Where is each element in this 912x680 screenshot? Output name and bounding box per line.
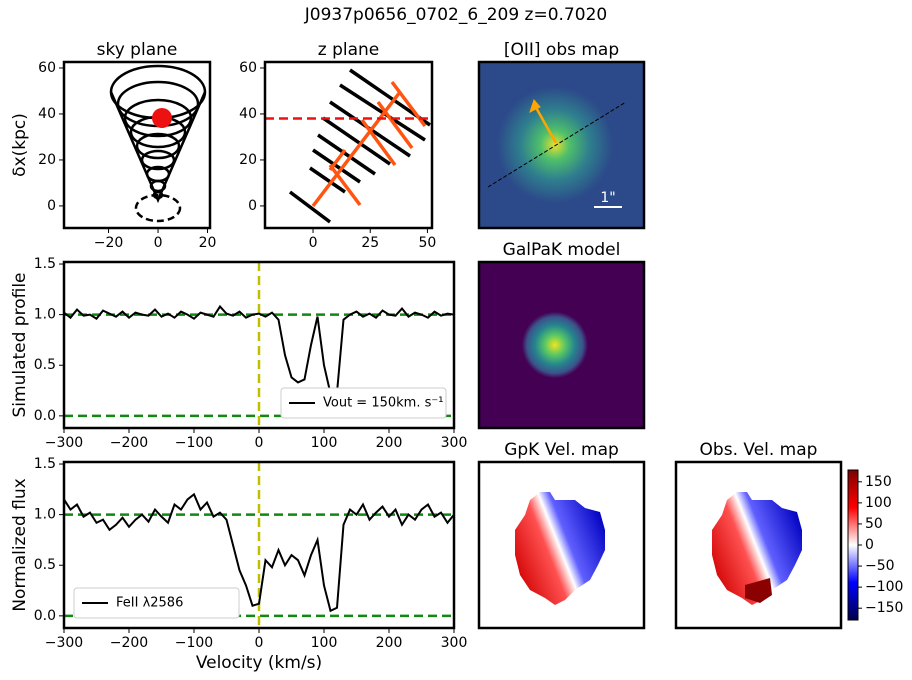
y-tick-label: 1.0 [34,507,56,523]
decorations [109,62,859,621]
panel-title: z plane [318,40,380,60]
y-axis-label: Normalized flux [10,478,30,611]
panel-frame [62,60,212,230]
y-tick-label: 40 [239,106,257,122]
x-tick-label: 20 [199,235,217,251]
y-tick-label: 40 [38,106,56,122]
y-tick-label: 60 [38,60,56,76]
y-tick-label: 0.5 [34,357,56,373]
panel-frame [62,460,456,630]
panel-frame [477,460,646,630]
y-tick-label: 0.0 [34,408,56,424]
x-tick-label: −20 [94,235,124,251]
x-tick-label: 0 [309,235,318,251]
x-tick-label: −300 [45,635,83,651]
panel-title: GpK Vel. map [504,440,619,460]
x-tick-label: −200 [110,435,148,451]
x-tick-label: 0 [255,635,264,651]
panel-title: [OII] obs map [504,40,619,60]
figure-title: J0937p0656_0702_6_209 z=0.7020 [304,5,607,25]
y-tick-label: 1.5 [34,256,56,272]
colorbar-tick-label: 100 [865,495,892,511]
colorbar-tick-label: −50 [865,558,895,574]
y-tick-label: 0 [47,198,56,214]
x-tick-label: 300 [441,635,468,651]
x-tick-label: 0 [255,435,264,451]
panel-frame [477,260,646,430]
legend-box [73,587,240,619]
panel-title: GalPaK model [503,240,621,260]
legend-label: Vout = 150km. s⁻¹ [323,396,443,411]
colorbar-tick-label: 50 [865,516,883,532]
y-tick-label: 0 [248,198,257,214]
panel-title: sky plane [97,40,178,60]
series-line [63,304,455,395]
x-tick-label: 100 [311,435,338,451]
x-tick-label: −100 [175,635,213,651]
legend-label: FeII λ2586 [116,596,183,611]
colorbar-tick-label: 150 [865,474,892,490]
panel-frame [263,60,434,230]
x-tick-label: 200 [376,635,403,651]
series-line [63,492,455,613]
panel-frame [674,460,843,630]
x-axis-label: Velocity (km/s) [196,653,322,673]
y-tick-label: 1.5 [34,456,56,472]
x-tick-label: 50 [419,235,437,251]
y-tick-label: 20 [38,152,56,168]
panel-frame [477,60,646,230]
x-tick-label: −300 [45,435,83,451]
legend-box [280,387,447,419]
y-tick-label: 60 [239,60,257,76]
y-axis-label: Simulated profile [10,272,30,417]
x-tick-label: 0 [154,235,163,251]
y-tick-label: 0.5 [34,557,56,573]
colorbar-tick-label: −150 [865,600,903,616]
colorbar-tick-label: 0 [865,537,874,553]
colorbar-tick-label: −100 [865,579,903,595]
y-tick-label: 0.0 [34,608,56,624]
x-tick-label: 100 [311,635,338,651]
x-tick-label: 200 [376,435,403,451]
x-tick-label: −200 [110,635,148,651]
y-axis-label: δx(kpc) [10,113,30,177]
panel-title: Obs. Vel. map [700,440,818,460]
panel-frame [62,260,456,430]
x-tick-label: −100 [175,435,213,451]
x-tick-label: 300 [441,435,468,451]
y-tick-label: 20 [239,152,257,168]
scale-label: 1" [600,190,615,206]
x-tick-label: 25 [361,235,379,251]
y-tick-label: 1.0 [34,307,56,323]
